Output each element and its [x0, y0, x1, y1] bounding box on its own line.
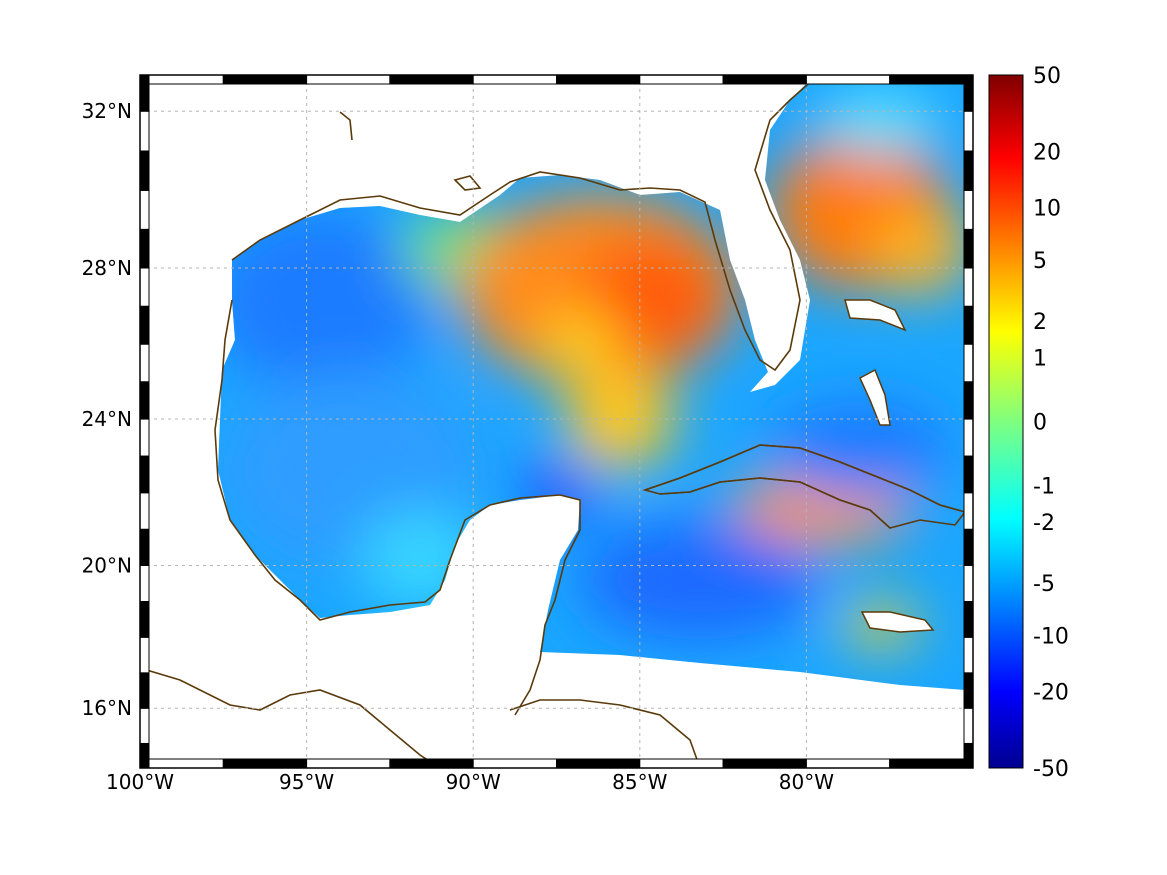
y-tick-label: 24°N [82, 407, 132, 431]
graticule [140, 75, 973, 768]
colorbar-tick-label: 20 [1033, 140, 1061, 165]
frame-segment [963, 707, 974, 744]
frame-segment [963, 267, 974, 307]
frame-segment [139, 707, 150, 744]
frame-segment [306, 758, 391, 769]
colorbar-tick-label: 5 [1033, 249, 1047, 274]
colorbar-tick-label: -1 [1033, 475, 1055, 500]
colorbar-tick-label: -5 [1033, 572, 1055, 597]
frame-segment [139, 228, 150, 269]
frame-segment [963, 455, 974, 494]
frame-segment [139, 305, 150, 345]
colorbar-tick-label: -20 [1033, 681, 1069, 706]
x-tick-label: 80°W [779, 770, 834, 794]
frame-segment [139, 455, 150, 494]
frame-segment [556, 74, 641, 85]
frame-segment [139, 600, 150, 638]
frame-segment [139, 672, 150, 709]
frame-segment [963, 742, 974, 769]
frame-segment [139, 758, 224, 769]
frame-segment [889, 758, 974, 769]
frame-outline [139, 74, 974, 769]
frame-segment [639, 758, 724, 769]
frame-segment [639, 74, 724, 85]
frame-segment [222, 74, 308, 85]
y-tick-label: 20°N [82, 553, 132, 577]
frame-segment [963, 110, 974, 152]
x-tick-label: 90°W [446, 770, 501, 794]
colorbar-tick-label: -50 [1033, 757, 1069, 782]
frame-segment [139, 742, 150, 769]
colorbar-tick-label: 2 [1033, 310, 1047, 335]
frame-segment [139, 267, 150, 307]
frame-segment [306, 74, 391, 85]
frame-segment [139, 110, 150, 152]
x-tick-label: 95°W [279, 770, 334, 794]
frame-segment [472, 74, 558, 85]
frame-segment [963, 74, 974, 112]
frame-segment [389, 74, 474, 85]
colorbar-tick-label: 1 [1033, 346, 1047, 371]
frame-segment [963, 600, 974, 638]
frame-segment [963, 528, 974, 566]
frame-segment [472, 758, 558, 769]
frame-segment [139, 564, 150, 602]
colorbar-tick-label: 10 [1033, 196, 1061, 221]
frame-segment [963, 381, 974, 420]
coastlines [140, 77, 966, 768]
colorbar-tick-label: 0 [1033, 411, 1047, 436]
y-tick-label: 28°N [82, 256, 132, 280]
frame-segment [963, 189, 974, 230]
x-tick-label: 85°W [612, 770, 667, 794]
frame-segment [722, 74, 807, 85]
frame-segment [963, 343, 974, 383]
y-tick-label: 32°N [82, 99, 132, 123]
colorbar-tick-label: -2 [1033, 511, 1055, 536]
frame-segment [139, 492, 150, 530]
frame-segment [963, 228, 974, 269]
frame-segment [805, 758, 891, 769]
colorbar-gradient [988, 74, 1024, 769]
x-axis-labels: 100°W 95°W 90°W 85°W 80°W [106, 770, 834, 794]
frame-segment [139, 418, 150, 457]
colorbar-tick-label: -10 [1033, 625, 1069, 650]
frame-segment [805, 74, 891, 85]
frame-segment [722, 758, 807, 769]
y-tick-label: 16°N [82, 696, 132, 720]
frame-segment [963, 492, 974, 530]
x-tick-label: 100°W [106, 770, 174, 794]
frame-segment [139, 150, 150, 191]
frame-segment [963, 672, 974, 709]
frame-segment [222, 758, 308, 769]
colorbar-tick-label: 50 [1033, 64, 1061, 89]
frame-segment [389, 758, 474, 769]
frame-segment [139, 189, 150, 230]
data-field [218, 80, 965, 690]
frame-segment [139, 343, 150, 383]
frame-segment [963, 564, 974, 602]
frame-segment [556, 758, 641, 769]
frame-segment [963, 636, 974, 674]
frame-segment [889, 74, 974, 85]
map-frame [139, 74, 974, 769]
frame-segment [139, 528, 150, 566]
frame-segment [139, 74, 150, 112]
y-axis-labels: 16°N 20°N 24°N 28°N 32°N [82, 99, 132, 720]
frame-segment [139, 636, 150, 674]
frame-segment [963, 305, 974, 345]
frame-segment [139, 74, 224, 85]
frame-segment [139, 381, 150, 420]
frame-segment [963, 150, 974, 191]
frame-segment [963, 418, 974, 457]
